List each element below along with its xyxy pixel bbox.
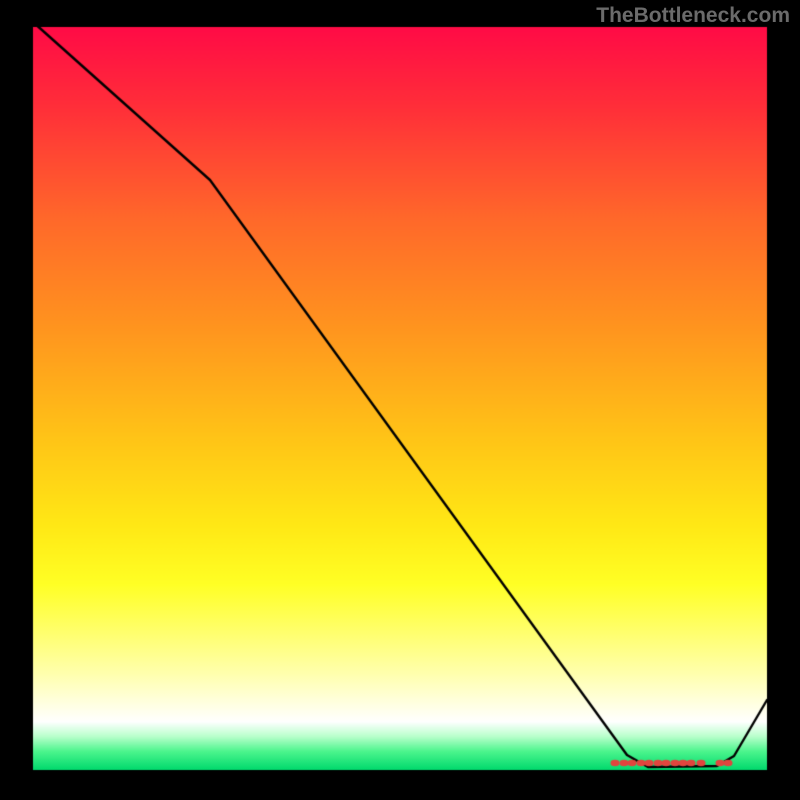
bottleneck-chart xyxy=(0,0,800,800)
watermark-text: TheBottleneck.com xyxy=(596,4,790,28)
chart-container: TheBottleneck.com xyxy=(0,0,800,800)
